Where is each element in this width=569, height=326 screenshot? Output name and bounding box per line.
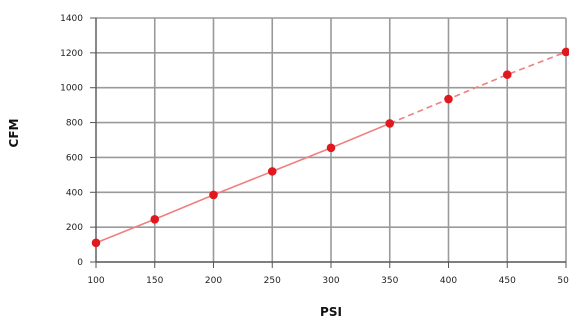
- y-tick-labels: 0 200 400 600 800 1000 1200 1400: [60, 14, 83, 268]
- x-tick-label: 100: [87, 276, 104, 286]
- x-tick-label: 400: [440, 276, 457, 286]
- y-tick-label: 400: [66, 188, 83, 198]
- data-point: [561, 47, 569, 57]
- data-point: [267, 167, 277, 176]
- x-tick-label: 250: [264, 276, 281, 286]
- y-axis-title: CFM: [7, 119, 21, 148]
- x-tick-label: 150: [146, 276, 163, 286]
- axes: [90, 17, 567, 268]
- series-line-dashed: [389, 51, 567, 125]
- series-lines: [95, 51, 567, 244]
- x-tick-label: 350: [381, 276, 398, 286]
- y-tick-label: 0: [77, 258, 83, 268]
- data-point: [502, 70, 512, 79]
- data-point: [385, 119, 395, 128]
- y-tick-label: 1000: [60, 84, 83, 94]
- grid: [96, 17, 567, 262]
- x-axis-title: PSI: [320, 305, 342, 319]
- series-line-solid: [95, 122, 391, 244]
- data-point: [444, 94, 453, 104]
- data-point: [91, 238, 101, 248]
- y-tick-label: 1400: [60, 14, 83, 24]
- x-tick-label: 500: [557, 276, 569, 286]
- data-point: [150, 215, 160, 224]
- y-tick-label: 800: [66, 119, 83, 129]
- x-tick-labels: 100 150 200 250 300 350 400 450 500: [87, 276, 569, 286]
- data-points: [91, 47, 569, 248]
- x-tick-label: 450: [499, 276, 516, 286]
- y-tick-label: 1200: [60, 49, 83, 59]
- x-tick-label: 200: [205, 276, 222, 286]
- x-tick-label: 300: [322, 276, 339, 286]
- y-tick-label: 600: [66, 153, 83, 163]
- data-point: [209, 190, 218, 200]
- y-tick-label: 200: [66, 223, 83, 233]
- data-point: [326, 143, 336, 153]
